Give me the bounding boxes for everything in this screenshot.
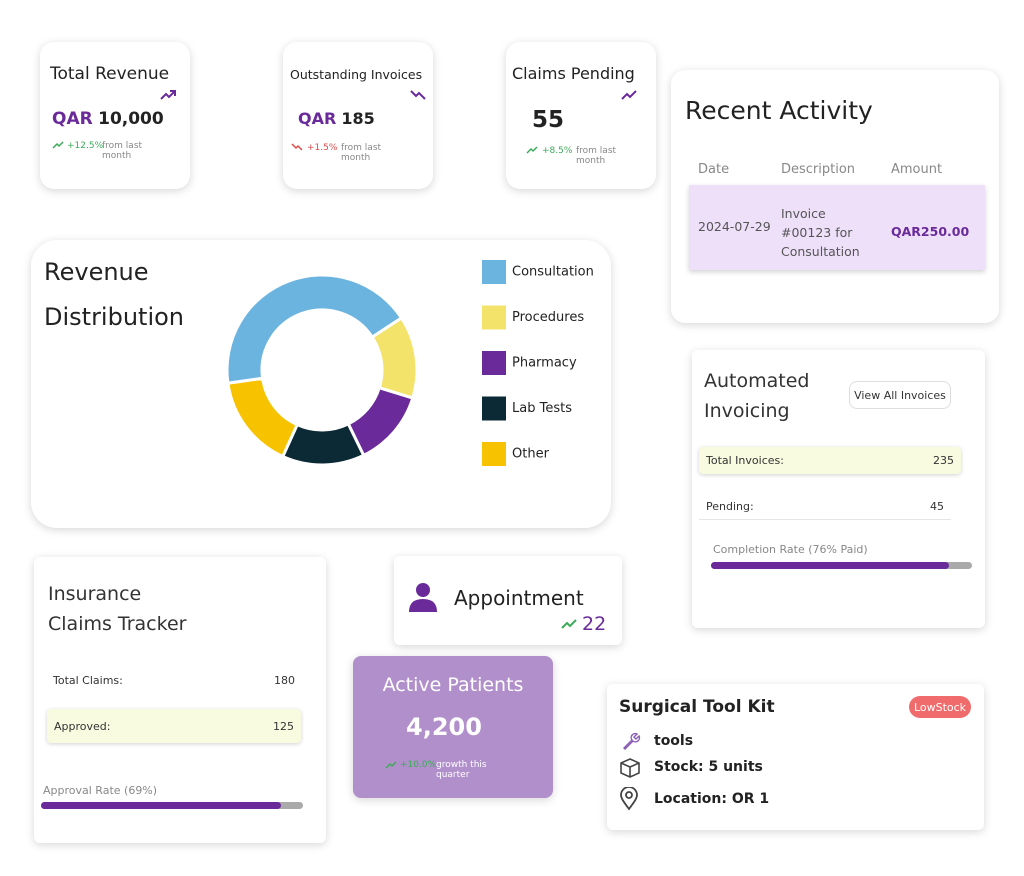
change: +12.5% (67, 141, 104, 151)
stat-row: Total Claims: 180 (46, 667, 302, 694)
trend-icon (410, 90, 426, 100)
active-patients-card: Active Patients 4,200 +10.0% growth this… (353, 656, 553, 798)
stat-label: Approved: (54, 719, 111, 733)
table-row: 2024-07-29 Invoice #00123 for Consultati… (689, 185, 985, 270)
change: +1.5% (307, 143, 338, 153)
column-header: Description (781, 162, 856, 177)
progress-fill (711, 562, 949, 569)
surgical-tool-kit-card: Surgical Tool Kit LowStock tools Stock: … (607, 684, 984, 830)
change-note: from last month (341, 143, 382, 163)
outstanding-invoices-card: Outstanding Invoices QAR 185 +1.5% from … (283, 42, 433, 189)
donut-segment (225, 273, 404, 385)
insurance-claims-card: Insurance Claims Tracker Total Claims: 18… (34, 557, 326, 843)
card-title: Total Revenue (50, 64, 170, 84)
column-header: Date (698, 162, 730, 177)
trend-icon (385, 761, 397, 769)
trend-icon (526, 146, 538, 154)
box-icon (620, 758, 640, 778)
stat-value: 235 (933, 454, 954, 467)
trend-icon (291, 143, 303, 151)
stat-row: Pending: 45 (699, 493, 951, 520)
progress-track (711, 562, 972, 569)
stat-label: Total Invoices: (706, 454, 784, 467)
progress-fill (41, 802, 281, 809)
stat-value: 125 (273, 719, 294, 733)
revenue-distribution-card: Revenue Distribution Consultation Procedu… (31, 240, 611, 528)
change-note: growth this quarter (436, 760, 487, 780)
stat-value: 45 (930, 499, 944, 513)
stat-value: 180 (274, 674, 295, 687)
legend-label: Pharmacy (512, 356, 577, 371)
appointment-card: Appointment 22 (394, 556, 622, 645)
automated-invoicing-card: Automated Invoicing View All Invoices To… (692, 350, 985, 628)
donut-segment (226, 376, 300, 459)
pin-icon (620, 787, 638, 811)
progress-label: Approval Rate (69%) (43, 784, 158, 797)
status-badge: LowStock (909, 696, 971, 718)
card-title: Automated Invoicing (704, 370, 810, 422)
stat-row: Approved: 125 (47, 709, 301, 743)
trend-icon (160, 90, 176, 100)
legend-swatch (482, 260, 506, 284)
legend-swatch (482, 305, 506, 330)
card-title: Recent Activity (685, 96, 873, 125)
cell: 2024-07-29 (698, 219, 771, 234)
amount: 10,000 (98, 109, 164, 129)
currency: QAR (52, 109, 93, 129)
card-title: Active Patients (382, 674, 524, 696)
detail: Stock: 5 units (654, 759, 763, 775)
trend-icon (561, 619, 577, 629)
progress-label: Completion Rate (76% Paid) (713, 543, 868, 556)
total-revenue-card: Total Revenue QAR 10,000 +12.5% from las… (40, 42, 190, 189)
value: 55 (532, 107, 565, 133)
legend-swatch (482, 442, 506, 466)
legend-swatch (482, 396, 506, 421)
chart-title: Revenue Distribution (44, 258, 185, 331)
amount: 185 (341, 109, 375, 128)
claims-pending-card: Claims Pending 55 +8.5% from last month (506, 42, 656, 189)
cell: QAR250.00 (891, 224, 970, 239)
value: 4,200 (406, 713, 482, 741)
person-icon (409, 583, 437, 612)
legend-label: Procedures (512, 310, 584, 325)
trend-icon (621, 90, 637, 100)
recent-activity-card: Recent Activity Date Description Amount … (671, 70, 999, 323)
cell: Invoice #00123 for Consultation (781, 206, 860, 259)
donut-chart: Consultation Procedures Pharmacy Lab Tests O… (225, 260, 594, 467)
value: 22 (582, 613, 607, 635)
change-note: from last month (102, 141, 143, 161)
stat-label: Pending: (706, 499, 754, 513)
detail: Location: OR 1 (654, 791, 770, 807)
change-note: from last month (576, 146, 617, 166)
progress-track (41, 802, 303, 809)
view-all-button[interactable]: View All Invoices (849, 381, 951, 409)
legend-label: Other (512, 447, 550, 462)
card-title: Insurance Claims Tracker (48, 583, 187, 635)
stat-label: Total Claims: (53, 674, 123, 687)
change: +8.5% (542, 146, 573, 156)
legend-swatch (482, 351, 506, 375)
legend-label: Lab Tests (512, 401, 572, 416)
currency: QAR (298, 109, 337, 128)
card-title: Surgical Tool Kit (619, 697, 775, 717)
card-title: Appointment (454, 586, 584, 610)
legend-label: Consultation (512, 265, 594, 280)
change: +10.0% (400, 760, 437, 770)
wrench-icon (623, 732, 641, 750)
trend-icon (52, 141, 64, 149)
detail: tools (654, 733, 694, 749)
column-header: Amount (891, 162, 943, 177)
card-title: Outstanding Invoices (290, 67, 423, 82)
card-title: Claims Pending (512, 64, 635, 83)
stat-row: Total Invoices: 235 (699, 447, 961, 474)
